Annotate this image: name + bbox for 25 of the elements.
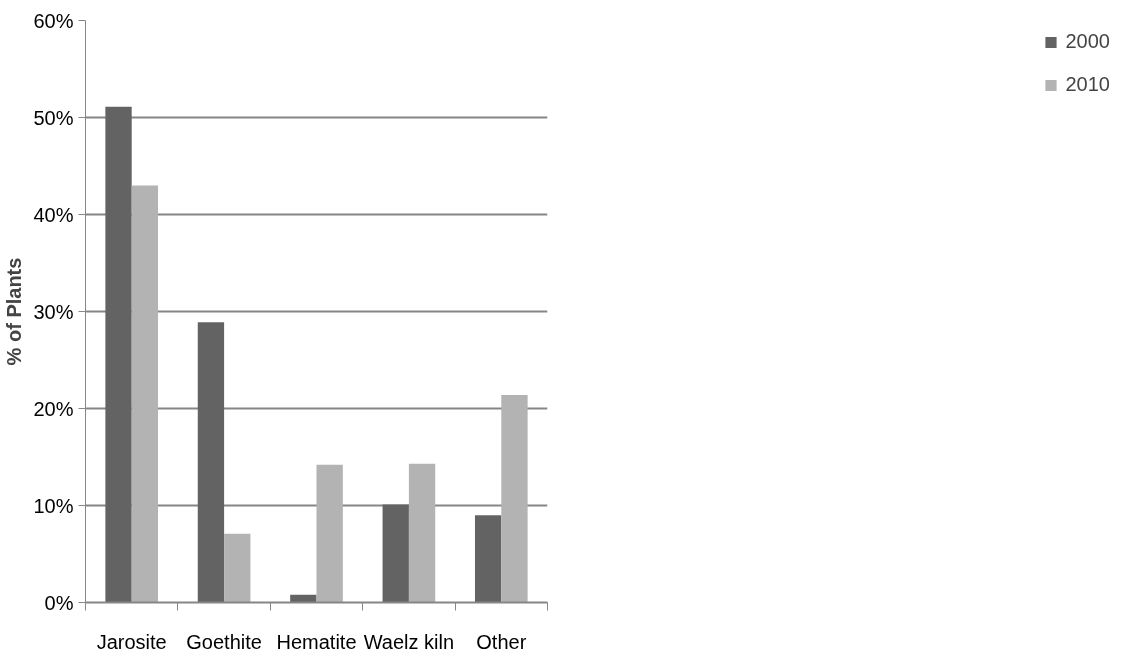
bar bbox=[501, 394, 528, 603]
bar bbox=[474, 515, 502, 603]
bar bbox=[224, 533, 251, 603]
legend-label: 2000 bbox=[1065, 30, 1110, 53]
y-tick-label: 40% bbox=[33, 203, 74, 226]
bar bbox=[290, 594, 317, 603]
bar bbox=[382, 504, 409, 603]
legend-label: 2010 bbox=[1065, 73, 1110, 96]
bar bbox=[408, 463, 436, 603]
bar bbox=[197, 322, 225, 603]
x-tick-label: Hematite bbox=[276, 630, 357, 653]
y-axis-title: % of Plants bbox=[3, 257, 26, 366]
y-tick-label: 30% bbox=[33, 300, 74, 323]
bar bbox=[316, 464, 343, 603]
x-tick-label: Other bbox=[476, 630, 527, 653]
y-tick-label: 60% bbox=[33, 9, 74, 32]
bar bbox=[105, 106, 132, 603]
y-tick-label: 50% bbox=[33, 106, 74, 129]
x-tick-label: Goethite bbox=[186, 630, 262, 653]
x-tick-label: Jarosite bbox=[96, 630, 167, 653]
y-tick-label: 20% bbox=[33, 397, 74, 420]
y-tick-label: 10% bbox=[33, 494, 74, 517]
x-tick-label: Waelz kiln bbox=[363, 630, 455, 653]
y-tick-label: 0% bbox=[44, 591, 74, 614]
bar bbox=[131, 185, 159, 603]
